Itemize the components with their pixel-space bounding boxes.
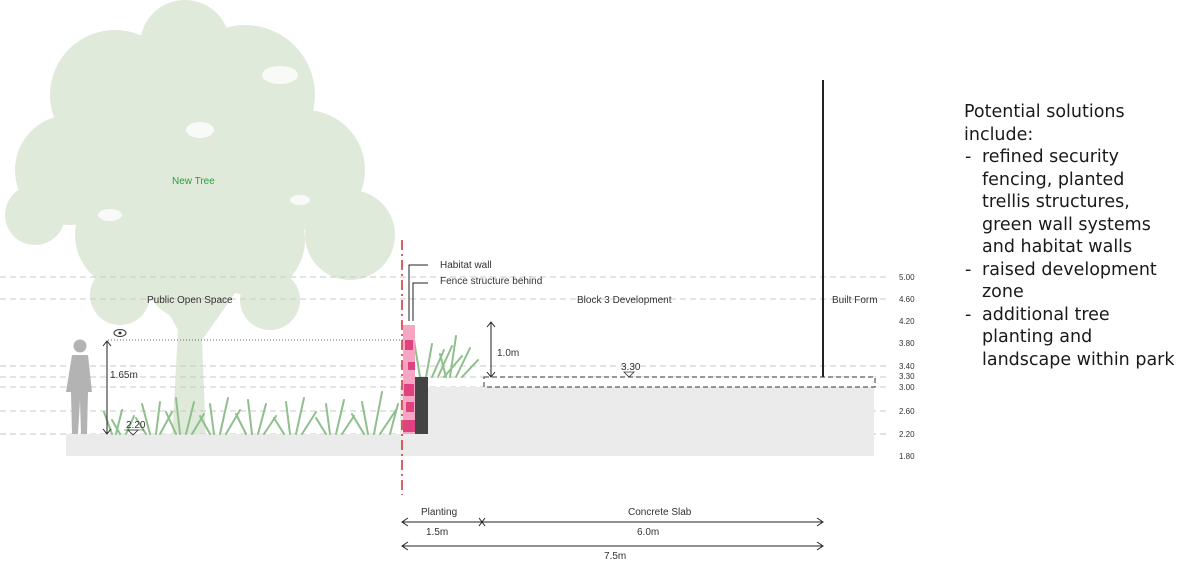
level-label: 3.00: [899, 383, 915, 392]
planting-label: Planting: [421, 507, 457, 518]
raise-label: 1.0m: [497, 348, 519, 359]
planting-value: 1.5m: [426, 527, 448, 538]
level-label: 2.60: [899, 407, 915, 416]
concrete-slab: [483, 376, 876, 388]
solutions-list: refined security fencing, planted trelli…: [964, 146, 1176, 371]
new-tree: [5, 0, 395, 440]
eye-icon: [113, 329, 127, 337]
eye-height-label: 1.65m: [110, 370, 138, 381]
level-label: 5.00: [899, 273, 915, 282]
level-scale: 5.00 4.60 4.20 3.80 3.40 3.30 3.00 2.60 …: [899, 273, 915, 461]
total-width-value: 7.5m: [604, 551, 626, 562]
boundary-planting: [413, 335, 479, 378]
slab-level-marker: 3.30: [621, 362, 641, 378]
level-label: 4.60: [899, 295, 915, 304]
solution-item: raised development zone: [964, 259, 1176, 304]
dimension-chain: [401, 517, 824, 551]
fence-structure: [414, 377, 428, 434]
built-form-label: Built Form: [832, 295, 878, 306]
solution-item: refined security fencing, planted trelli…: [964, 146, 1176, 259]
notes-heading: Potential solutions include:: [964, 102, 1125, 145]
public-open-space-label: Public Open Space: [147, 295, 233, 306]
park-planting: [103, 391, 399, 435]
eye-level: 1.65m: [102, 329, 405, 435]
fence-callout: Fence structure behind: [412, 276, 542, 321]
person-figure: [66, 339, 92, 434]
level-label: 2.20: [899, 430, 915, 439]
solution-item: additional tree planting and landscape w…: [964, 304, 1176, 372]
concrete-slab-value: 6.0m: [637, 527, 659, 538]
level-label: 1.80: [899, 452, 915, 461]
slab-level-label: 3.30: [621, 362, 641, 373]
level-label: 3.40: [899, 362, 915, 371]
solutions-notes: Potential solutions include: refined sec…: [964, 101, 1176, 371]
ground-level-marker: 2.20: [124, 420, 146, 436]
fence-structure-label: Fence structure behind: [440, 276, 542, 287]
habitat-wall-label: Habitat wall: [440, 260, 492, 271]
level-label: 4.20: [899, 317, 915, 326]
development-zone: [400, 387, 874, 456]
public-ground: [66, 434, 404, 456]
habitat-wall-callout: Habitat wall: [408, 260, 492, 321]
level-label: 3.80: [899, 339, 915, 348]
block3-label: Block 3 Development: [577, 295, 672, 306]
concrete-slab-label: Concrete Slab: [628, 507, 692, 518]
raise-dimension: 1.0m: [486, 321, 519, 378]
habitat-wall: [403, 325, 415, 434]
new-tree-label: New Tree: [172, 176, 215, 187]
level-label: 3.30: [899, 372, 915, 381]
ground-level-label: 2.20: [126, 420, 146, 431]
